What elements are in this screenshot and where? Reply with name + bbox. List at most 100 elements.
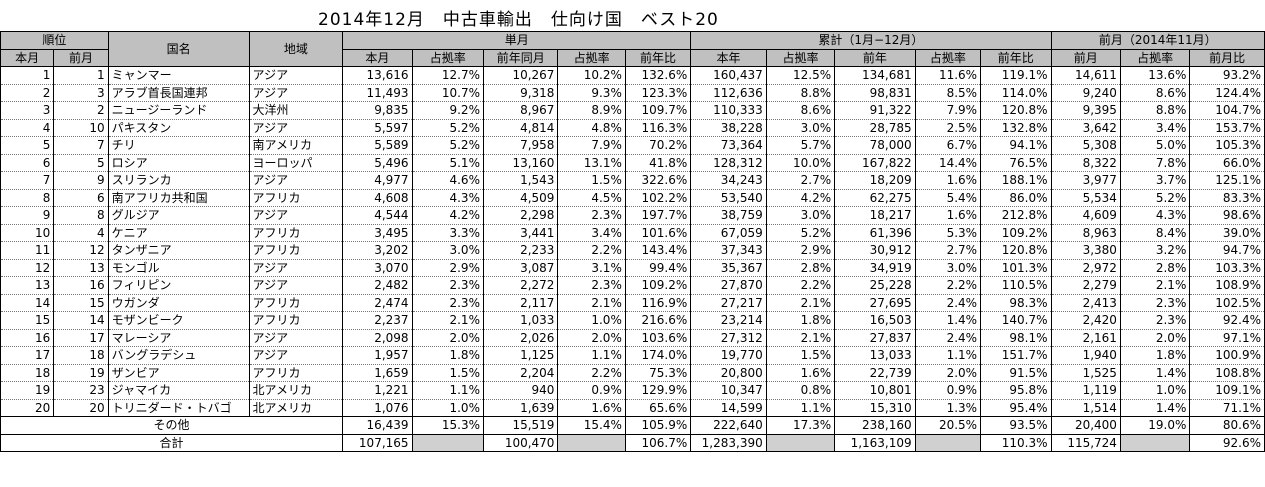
cell-ps: 8.8% xyxy=(1119,101,1191,120)
cell-ps: 1.8% xyxy=(1119,346,1191,365)
cell-m: 5,597 xyxy=(342,118,413,137)
cell-p: 5,534 xyxy=(1050,188,1121,207)
cell-cps: 1.3% xyxy=(914,398,982,417)
cell-region: アジア xyxy=(248,118,344,137)
cell-mps: 9.3% xyxy=(557,83,626,102)
header-m-prev-year: 前年同月 xyxy=(482,48,559,67)
cell-mp: 2,026 xyxy=(482,328,559,347)
cell-mps: 2.3% xyxy=(557,206,626,225)
cell-cy: 110.5% xyxy=(980,276,1052,295)
cell-pr: 105.3% xyxy=(1189,136,1265,155)
cell-mp: 8,967 xyxy=(482,101,559,120)
cell-cy: 91.5% xyxy=(980,363,1052,382)
cell-cp: 61,396 xyxy=(834,223,916,242)
cell-cy: 119.1% xyxy=(980,66,1052,85)
cell-ps: 1.4% xyxy=(1119,398,1191,417)
cell-region: アジア xyxy=(248,206,344,225)
table-row: 2 3 アラブ首長国連邦 アジア 11,493 10.7% 9,318 9.3% 123.3% 1… xyxy=(0,83,1265,102)
cell-cp: 1,163,109 xyxy=(834,433,916,452)
cell-country: トリニダード・トバゴ xyxy=(107,398,250,417)
cell-region: アジア xyxy=(248,83,344,102)
cell-country: バングラデシュ xyxy=(107,346,250,365)
cell-country: スリランカ xyxy=(107,171,250,190)
cell-prev-rank: 10 xyxy=(53,118,109,137)
table-body: 1 1 ミャンマー アジア 13,616 12.7% 10,267 10.2% 132.6% 16… xyxy=(0,66,1265,417)
cell-cps: 8.5% xyxy=(914,83,982,102)
cell-cp: 22,739 xyxy=(834,363,916,382)
cell-mp: 13,160 xyxy=(482,153,559,172)
cell-p: 5,308 xyxy=(1050,136,1121,155)
table-row: 18 19 ザンビア アフリカ 1,659 1.5% 2,204 2.2% 75.3% 20,80… xyxy=(0,363,1265,382)
cell-ps: 8.4% xyxy=(1119,223,1191,242)
cell-prev-rank: 12 xyxy=(53,241,109,260)
cell-cy: 93.5% xyxy=(980,416,1052,435)
cell-mps: 1.6% xyxy=(557,398,626,417)
cell-cp: 30,912 xyxy=(834,241,916,260)
cell-mp: 2,298 xyxy=(482,206,559,225)
cell-mps: 7.9% xyxy=(557,136,626,155)
cell-mps: 2.1% xyxy=(557,293,626,312)
cell-mps: 13.1% xyxy=(557,153,626,172)
cell-m: 11,493 xyxy=(342,83,413,102)
cell-ms: 3.0% xyxy=(411,241,484,260)
cell-prev-rank: 5 xyxy=(53,153,109,172)
cell-region: アジア xyxy=(248,346,344,365)
cell-cp: 134,681 xyxy=(834,66,916,85)
table-row: 5 7 チリ 南アメリカ 5,589 5.2% 7,958 7.9% 70.2% 73,364 5.… xyxy=(0,136,1265,155)
cell-rank: 6 xyxy=(0,153,55,172)
cell-ps: 5.0% xyxy=(1119,136,1191,155)
cell-m: 9,835 xyxy=(342,101,413,120)
cell-ms: 5.2% xyxy=(411,118,484,137)
cell-prev-rank: 2 xyxy=(53,101,109,120)
others-row: その他 16,439 15.3% 15,519 15.4% 105.9% 222… xyxy=(0,416,1265,435)
cell-rank: 5 xyxy=(0,136,55,155)
cell-pr: 100.9% xyxy=(1189,346,1265,365)
cell-cy: 120.8% xyxy=(980,241,1052,260)
cell-m: 1,221 xyxy=(342,381,413,400)
cell-country: ミャンマー xyxy=(107,66,250,85)
cell-cp: 25,228 xyxy=(834,276,916,295)
cell-mps: 1.0% xyxy=(557,311,626,330)
cell-region: 北アメリカ xyxy=(248,381,344,400)
cell-p: 2,972 xyxy=(1050,258,1121,277)
cell-m: 16,439 xyxy=(342,416,413,435)
cell-prev-rank: 17 xyxy=(53,328,109,347)
header-m-yoy: 前年比 xyxy=(624,48,692,67)
cell-ps: 2.1% xyxy=(1119,276,1191,295)
cell-pr: 108.8% xyxy=(1189,363,1265,382)
cell-mps: 8.9% xyxy=(557,101,626,120)
table-row: 16 17 マレーシア アジア 2,098 2.0% 2,026 2.0% 103.6% 27,3… xyxy=(0,328,1265,347)
cell-ps: 19.0% xyxy=(1119,416,1191,435)
cell-ps: 2.3% xyxy=(1119,293,1191,312)
cell-mp: 10,267 xyxy=(482,66,559,85)
cell-cy: 110.3% xyxy=(980,433,1052,452)
cell-prev-rank: 23 xyxy=(53,381,109,400)
cell-rank: 1 xyxy=(0,66,55,85)
cell-p: 3,380 xyxy=(1050,241,1121,260)
header-prev-month: 前月（2014年11月） xyxy=(1050,31,1265,50)
cell-cp: 167,822 xyxy=(834,153,916,172)
cell-p: 115,724 xyxy=(1050,433,1121,452)
header-region: 地域 xyxy=(248,31,344,67)
cell-my: 109.2% xyxy=(624,276,692,295)
cell-cy: 101.3% xyxy=(980,258,1052,277)
cell-region: ヨーロッパ xyxy=(248,153,344,172)
cell-p: 3,977 xyxy=(1050,171,1121,190)
cell-p: 9,395 xyxy=(1050,101,1121,120)
cell-region: 北アメリカ xyxy=(248,398,344,417)
header-m-share2: 占拠率 xyxy=(557,48,626,67)
cell-ms xyxy=(411,433,484,452)
cell-pr: 98.6% xyxy=(1189,206,1265,225)
cell-cp: 18,209 xyxy=(834,171,916,190)
cell-ms: 1.5% xyxy=(411,363,484,382)
cell-ps: 2.3% xyxy=(1119,311,1191,330)
cell-ms: 2.1% xyxy=(411,311,484,330)
cell-cy: 95.4% xyxy=(980,398,1052,417)
cell-mp: 9,318 xyxy=(482,83,559,102)
cell-ps xyxy=(1119,433,1191,452)
cell-rank: 8 xyxy=(0,188,55,207)
cell-mps: 2.2% xyxy=(557,241,626,260)
cell-ps: 1.0% xyxy=(1119,381,1191,400)
cell-region: アジア xyxy=(248,276,344,295)
cell-my: 105.9% xyxy=(624,416,692,435)
